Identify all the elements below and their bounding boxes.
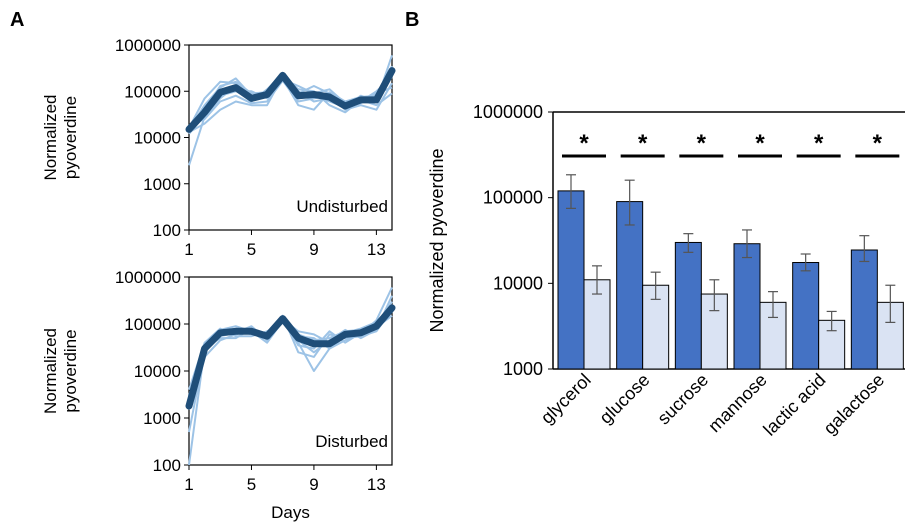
- mean-line: [185, 67, 396, 133]
- y-tick-label: 100: [153, 456, 181, 475]
- y-tick-label: 100000: [483, 188, 543, 208]
- significance-star: *: [638, 130, 648, 157]
- y-tick-label: 10000: [493, 273, 543, 293]
- category-label: lactic acid: [759, 370, 829, 440]
- y-axis-label: Normalized pyoverdine: [427, 148, 447, 332]
- y-tick-label: 10000: [134, 129, 181, 148]
- panel-label-b: B: [405, 9, 419, 31]
- line-chart-disturbed: 100 1000 10000 100000 1000000 1 5 9 13 Normalized…: [41, 268, 396, 522]
- bar: [674, 241, 702, 370]
- y-tick-label: 1000000: [115, 36, 181, 55]
- x-tick-label: 9: [309, 240, 318, 259]
- bar-chart-pyoverdine: 1000 10000 100000 1000000 Normalized pyoverd…: [427, 102, 905, 440]
- bar: [792, 262, 820, 370]
- replicate-line: [188, 304, 393, 400]
- x-tick-label: 5: [247, 240, 256, 259]
- category-label: sucrose: [653, 370, 712, 429]
- bar: [557, 190, 585, 370]
- y-tick-label: 1000: [143, 175, 181, 194]
- x-tick-label: 5: [247, 475, 256, 494]
- category-label: glucose: [595, 370, 653, 428]
- y-tick-label: 1000000: [115, 268, 181, 287]
- replicate-line: [188, 295, 393, 410]
- bar: [616, 201, 644, 370]
- y-axis-label-line: Normalized: [41, 328, 60, 414]
- y-axis-label: Normalizedpyoverdine: [41, 328, 80, 414]
- replicate-line: [188, 301, 393, 396]
- significance-star: *: [755, 130, 765, 157]
- y-axis-label-line: Normalized: [41, 95, 60, 181]
- y-tick-label: 1000: [143, 409, 181, 428]
- bar: [583, 279, 611, 370]
- y-axis-label-line: pyoverdine: [61, 96, 80, 179]
- y-axis-label-line: pyoverdine: [61, 329, 80, 412]
- panel-annotation: Disturbed: [315, 432, 388, 451]
- y-axis-label: Normalizedpyoverdine: [41, 95, 80, 181]
- y-tick-label: 100000: [124, 82, 181, 101]
- y-tick-label: 100000: [124, 315, 181, 334]
- panel-label-a: A: [10, 9, 24, 31]
- significance-star: *: [579, 130, 589, 157]
- mean-line: [185, 304, 396, 410]
- category-label: galactose: [820, 370, 889, 439]
- bar: [850, 249, 878, 370]
- significance-star: *: [814, 130, 824, 157]
- x-tick-label: 9: [309, 475, 318, 494]
- x-tick-label: 13: [367, 475, 386, 494]
- significance-star: *: [697, 130, 707, 157]
- bar: [642, 284, 670, 370]
- x-axis-label: Days: [271, 503, 310, 522]
- bar: [733, 243, 761, 370]
- x-tick-label: 1: [184, 475, 193, 494]
- panel-annotation: Undisturbed: [296, 197, 388, 216]
- significance-star: *: [873, 130, 883, 157]
- category-label: glycerol: [537, 370, 595, 428]
- y-tick-label: 1000: [503, 359, 543, 379]
- line-chart-undisturbed: 100 1000 10000 100000 1000000 1 5 9 13 Normalized…: [41, 36, 396, 259]
- y-tick-label: 100: [153, 221, 181, 240]
- y-tick-label: 10000: [134, 362, 181, 381]
- y-tick-label: 1000000: [473, 102, 543, 122]
- x-tick-label: 13: [367, 240, 386, 259]
- x-tick-label: 1: [184, 240, 193, 259]
